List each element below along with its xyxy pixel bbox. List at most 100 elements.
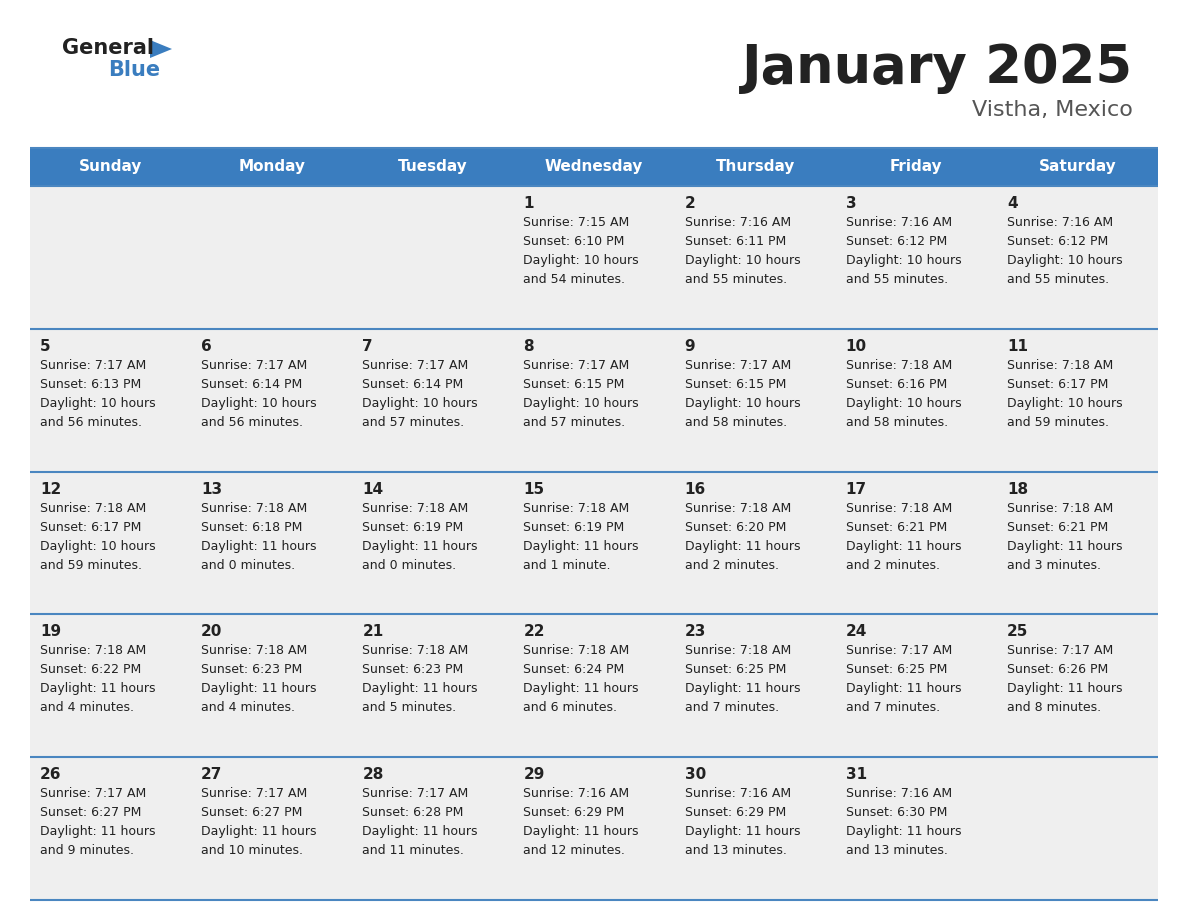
Text: Sunset: 6:12 PM: Sunset: 6:12 PM [1007, 235, 1108, 248]
Text: Daylight: 11 hours: Daylight: 11 hours [524, 540, 639, 553]
Text: Monday: Monday [239, 160, 305, 174]
Text: Sunset: 6:25 PM: Sunset: 6:25 PM [846, 664, 947, 677]
Text: Daylight: 11 hours: Daylight: 11 hours [40, 682, 156, 696]
Text: Sunset: 6:19 PM: Sunset: 6:19 PM [362, 521, 463, 533]
Bar [30, 329, 1158, 472]
Text: Sunset: 6:17 PM: Sunset: 6:17 PM [40, 521, 141, 533]
Text: Sunrise: 7:15 AM: Sunrise: 7:15 AM [524, 216, 630, 229]
Text: January 2025: January 2025 [742, 42, 1133, 94]
Text: Sunrise: 7:18 AM: Sunrise: 7:18 AM [40, 501, 146, 515]
Text: Sunset: 6:18 PM: Sunset: 6:18 PM [201, 521, 303, 533]
Text: and 0 minutes.: and 0 minutes. [362, 558, 456, 572]
Bar [30, 757, 1158, 900]
Text: 5: 5 [40, 339, 51, 353]
Text: Sunrise: 7:16 AM: Sunrise: 7:16 AM [524, 788, 630, 800]
Text: and 4 minutes.: and 4 minutes. [201, 701, 295, 714]
Text: and 56 minutes.: and 56 minutes. [201, 416, 303, 429]
Text: and 4 minutes.: and 4 minutes. [40, 701, 134, 714]
Text: 15: 15 [524, 482, 544, 497]
Text: 13: 13 [201, 482, 222, 497]
Text: and 11 minutes.: and 11 minutes. [362, 845, 465, 857]
Text: 3: 3 [846, 196, 857, 211]
Text: Daylight: 11 hours: Daylight: 11 hours [846, 682, 961, 696]
Text: Daylight: 11 hours: Daylight: 11 hours [846, 825, 961, 838]
Text: Sunrise: 7:17 AM: Sunrise: 7:17 AM [362, 359, 468, 372]
Text: and 56 minutes.: and 56 minutes. [40, 416, 143, 429]
Text: 30: 30 [684, 767, 706, 782]
Text: and 5 minutes.: and 5 minutes. [362, 701, 456, 714]
Bar [30, 472, 1158, 614]
Text: Blue: Blue [108, 60, 160, 80]
Text: Daylight: 10 hours: Daylight: 10 hours [684, 254, 801, 267]
Text: 16: 16 [684, 482, 706, 497]
Text: 11: 11 [1007, 339, 1028, 353]
Text: and 10 minutes.: and 10 minutes. [201, 845, 303, 857]
Text: Saturday: Saturday [1038, 160, 1117, 174]
Text: and 7 minutes.: and 7 minutes. [684, 701, 778, 714]
Text: 20: 20 [201, 624, 222, 640]
Text: Daylight: 11 hours: Daylight: 11 hours [1007, 682, 1123, 696]
Text: Sunrise: 7:18 AM: Sunrise: 7:18 AM [684, 501, 791, 515]
Text: Sunrise: 7:18 AM: Sunrise: 7:18 AM [201, 644, 308, 657]
Text: 25: 25 [1007, 624, 1029, 640]
Text: Sunset: 6:21 PM: Sunset: 6:21 PM [1007, 521, 1108, 533]
Text: 12: 12 [40, 482, 62, 497]
Text: Sunrise: 7:18 AM: Sunrise: 7:18 AM [524, 501, 630, 515]
Text: Daylight: 11 hours: Daylight: 11 hours [201, 825, 317, 838]
Text: Wednesday: Wednesday [545, 160, 643, 174]
Text: 4: 4 [1007, 196, 1017, 211]
Text: 19: 19 [40, 624, 61, 640]
Text: Sunset: 6:24 PM: Sunset: 6:24 PM [524, 664, 625, 677]
Text: Daylight: 11 hours: Daylight: 11 hours [362, 540, 478, 553]
Text: Sunset: 6:14 PM: Sunset: 6:14 PM [201, 378, 303, 391]
Text: Sunset: 6:28 PM: Sunset: 6:28 PM [362, 806, 463, 819]
Text: and 2 minutes.: and 2 minutes. [684, 558, 778, 572]
Text: Sunrise: 7:18 AM: Sunrise: 7:18 AM [40, 644, 146, 657]
Text: Sunrise: 7:18 AM: Sunrise: 7:18 AM [1007, 501, 1113, 515]
Text: 1: 1 [524, 196, 533, 211]
Text: and 55 minutes.: and 55 minutes. [684, 273, 786, 286]
Text: Sunset: 6:26 PM: Sunset: 6:26 PM [1007, 664, 1108, 677]
Text: Sunset: 6:22 PM: Sunset: 6:22 PM [40, 664, 141, 677]
Text: Daylight: 11 hours: Daylight: 11 hours [684, 825, 800, 838]
Text: Sunset: 6:15 PM: Sunset: 6:15 PM [524, 378, 625, 391]
Text: 22: 22 [524, 624, 545, 640]
Text: and 2 minutes.: and 2 minutes. [846, 558, 940, 572]
Text: Daylight: 10 hours: Daylight: 10 hours [846, 254, 961, 267]
Bar [30, 186, 1158, 329]
Text: and 57 minutes.: and 57 minutes. [524, 416, 626, 429]
Text: Daylight: 11 hours: Daylight: 11 hours [524, 825, 639, 838]
Text: and 55 minutes.: and 55 minutes. [1007, 273, 1108, 286]
Text: Sunday: Sunday [78, 160, 143, 174]
Text: Daylight: 10 hours: Daylight: 10 hours [846, 397, 961, 409]
Text: 27: 27 [201, 767, 222, 782]
Text: and 9 minutes.: and 9 minutes. [40, 845, 134, 857]
Text: Sunset: 6:14 PM: Sunset: 6:14 PM [362, 378, 463, 391]
Polygon shape [150, 40, 172, 58]
Text: Sunrise: 7:16 AM: Sunrise: 7:16 AM [684, 788, 791, 800]
Text: Sunset: 6:15 PM: Sunset: 6:15 PM [684, 378, 786, 391]
Text: 14: 14 [362, 482, 384, 497]
Text: Sunrise: 7:18 AM: Sunrise: 7:18 AM [524, 644, 630, 657]
Text: Sunset: 6:29 PM: Sunset: 6:29 PM [524, 806, 625, 819]
Text: and 59 minutes.: and 59 minutes. [1007, 416, 1108, 429]
Text: Sunrise: 7:17 AM: Sunrise: 7:17 AM [684, 359, 791, 372]
Text: and 54 minutes.: and 54 minutes. [524, 273, 625, 286]
Text: Vistha, Mexico: Vistha, Mexico [972, 100, 1133, 120]
Text: and 1 minute.: and 1 minute. [524, 558, 611, 572]
Text: 9: 9 [684, 339, 695, 353]
Text: 6: 6 [201, 339, 211, 353]
Text: Sunrise: 7:16 AM: Sunrise: 7:16 AM [846, 788, 952, 800]
Text: Daylight: 11 hours: Daylight: 11 hours [40, 825, 156, 838]
Text: Sunset: 6:17 PM: Sunset: 6:17 PM [1007, 378, 1108, 391]
Text: Sunrise: 7:18 AM: Sunrise: 7:18 AM [201, 501, 308, 515]
Text: Daylight: 10 hours: Daylight: 10 hours [362, 397, 478, 409]
Text: Sunrise: 7:16 AM: Sunrise: 7:16 AM [1007, 216, 1113, 229]
Text: and 59 minutes.: and 59 minutes. [40, 558, 143, 572]
Text: Daylight: 11 hours: Daylight: 11 hours [362, 825, 478, 838]
Text: Sunset: 6:21 PM: Sunset: 6:21 PM [846, 521, 947, 533]
Text: Sunrise: 7:18 AM: Sunrise: 7:18 AM [362, 644, 468, 657]
Text: 28: 28 [362, 767, 384, 782]
Text: General: General [62, 38, 154, 58]
Text: 24: 24 [846, 624, 867, 640]
